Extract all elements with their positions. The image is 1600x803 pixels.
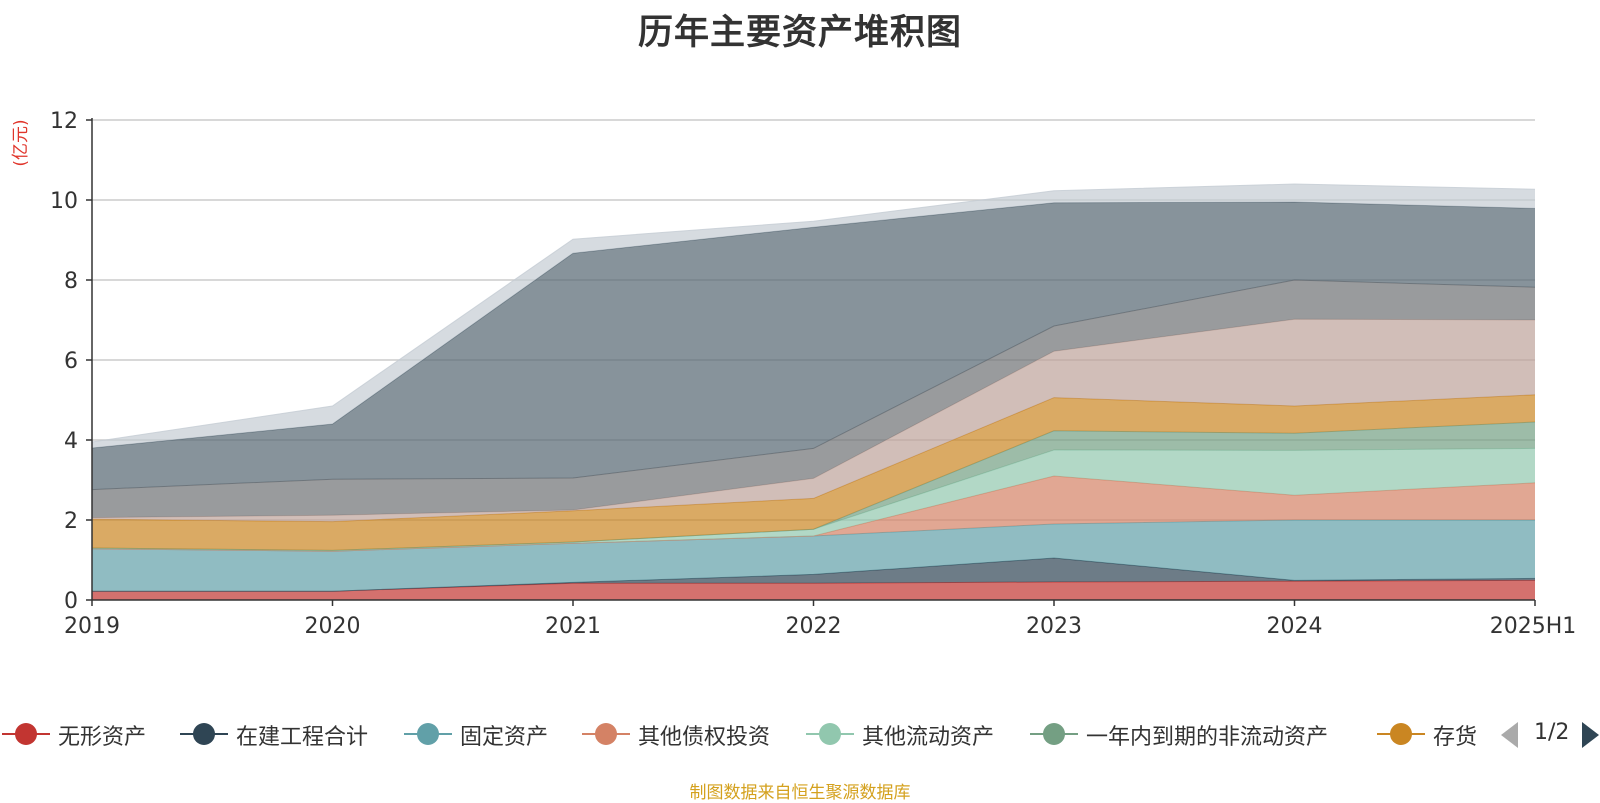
legend-label: 其他流动资产 (862, 725, 995, 750)
legend-label: 其他债权投资 (638, 725, 771, 750)
area-series (92, 184, 1535, 448)
y-tick-label: 8 (64, 269, 78, 294)
area-series-layer (91, 183, 1536, 600)
legend-label: 固定资产 (460, 725, 549, 750)
area-series (92, 394, 1535, 551)
x-tick-label: 2021 (545, 614, 601, 639)
chart-title: 历年主要资产堆积图 (637, 13, 962, 53)
prev-page-icon[interactable] (1498, 720, 1522, 750)
legend-marker-icon (582, 723, 630, 745)
legend-marker-icon (2, 723, 50, 745)
area-series-line (91, 183, 1536, 443)
legend: 无形资产 在建工程合计 固定资产 其他债权投资 其他流动资产 一年内到期的非流动资产 存货 (0, 714, 1600, 754)
legend-marker-icon (806, 723, 854, 745)
legend-pager: 1/2 (1498, 714, 1600, 754)
legend-page-indicator: 1/2 (1534, 720, 1570, 745)
y-tick-label: 0 (64, 589, 78, 614)
y-tick-label: 10 (50, 189, 78, 214)
x-tick-label: 2025H1 (1490, 614, 1577, 639)
x-tick-label: 2024 (1267, 614, 1323, 639)
legend-label: 无形资产 (58, 725, 147, 750)
legend-label: 在建工程合计 (236, 725, 369, 750)
source-note: 制图数据来自恒生聚源数据库 (689, 783, 911, 803)
area-series (92, 319, 1535, 522)
x-tick-label: 2019 (64, 614, 120, 639)
area-series (92, 580, 1535, 600)
x-tick-label: 2023 (1026, 614, 1082, 639)
area-series (92, 280, 1535, 518)
legend-label: 一年内到期的非流动资产 (1086, 725, 1329, 750)
y-tick-label: 6 (64, 349, 78, 374)
legend-marker-icon (180, 723, 228, 745)
x-tick-label: 2022 (786, 614, 842, 639)
area-series (92, 202, 1535, 490)
area-series (92, 422, 1535, 551)
area-series (92, 520, 1535, 592)
y-axis-unit-label: (亿元) (11, 119, 31, 166)
legend-marker-icon (1030, 723, 1078, 745)
y-tick-label: 4 (64, 429, 78, 454)
area-series (92, 476, 1535, 552)
next-page-icon[interactable] (1580, 720, 1600, 750)
legend-marker-icon (1377, 723, 1425, 745)
area-series (92, 448, 1535, 552)
y-tick-label: 12 (50, 109, 78, 134)
axes: 0 2 4 6 8 10 12 2019 2020 2021 2022 2023 2024 2025H1 (50, 109, 1576, 639)
legend-marker-icon (404, 723, 452, 745)
legend-label: 存货 (1433, 725, 1478, 750)
x-tick-label: 2020 (305, 614, 361, 639)
y-tick-label: 2 (64, 509, 78, 534)
